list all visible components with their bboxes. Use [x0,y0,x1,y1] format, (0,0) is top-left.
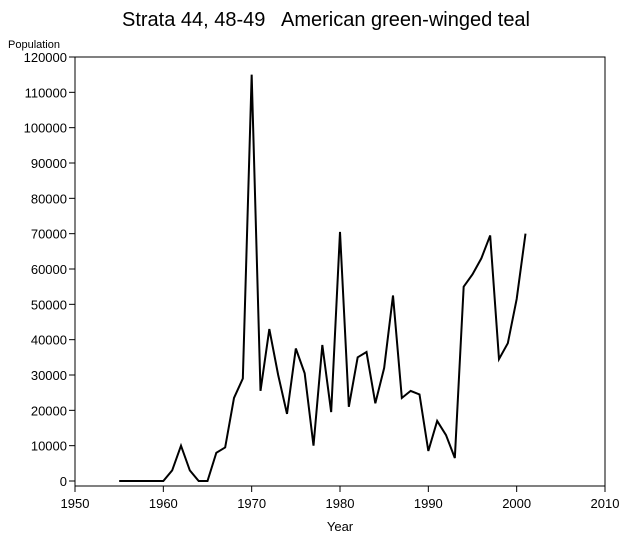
y-tick-label: 10000 [31,439,67,454]
y-tick-label: 50000 [31,297,67,312]
x-tick-label: 1980 [326,496,355,511]
x-tick-label: 2000 [502,496,531,511]
y-tick-label: 80000 [31,191,67,206]
x-axis: 1950 1960 1970 1980 1990 2000 2010 [61,486,620,511]
y-axis-label: Population [8,39,60,51]
y-tick-label: 30000 [31,368,67,383]
x-axis-label: Year [327,519,354,534]
y-tick-label: 90000 [31,156,67,171]
y-tick-label: 60000 [31,262,67,277]
plot-frame [74,56,606,487]
series-line [119,74,527,482]
x-tick-label: 1960 [149,496,178,511]
y-tick-label: 20000 [31,403,67,418]
y-tick-label: 70000 [31,227,67,242]
y-tick-label: 100000 [24,121,67,136]
x-tick-label: 1950 [61,496,90,511]
y-tick-label: 110000 [25,85,67,100]
y-tick-label: 0 [60,474,67,489]
x-tick-label: 2010 [591,496,620,511]
x-tick-label: 1990 [414,496,443,511]
y-axis: 0 10000 20000 30000 40000 50000 60000 70000 8000… [24,50,75,489]
y-tick-label: 40000 [31,333,67,348]
x-tick-label: 1970 [237,496,266,511]
chart-title: Strata 44, 48-49 American green-winged t… [122,9,530,31]
y-tick-label: 120000 [24,50,67,65]
